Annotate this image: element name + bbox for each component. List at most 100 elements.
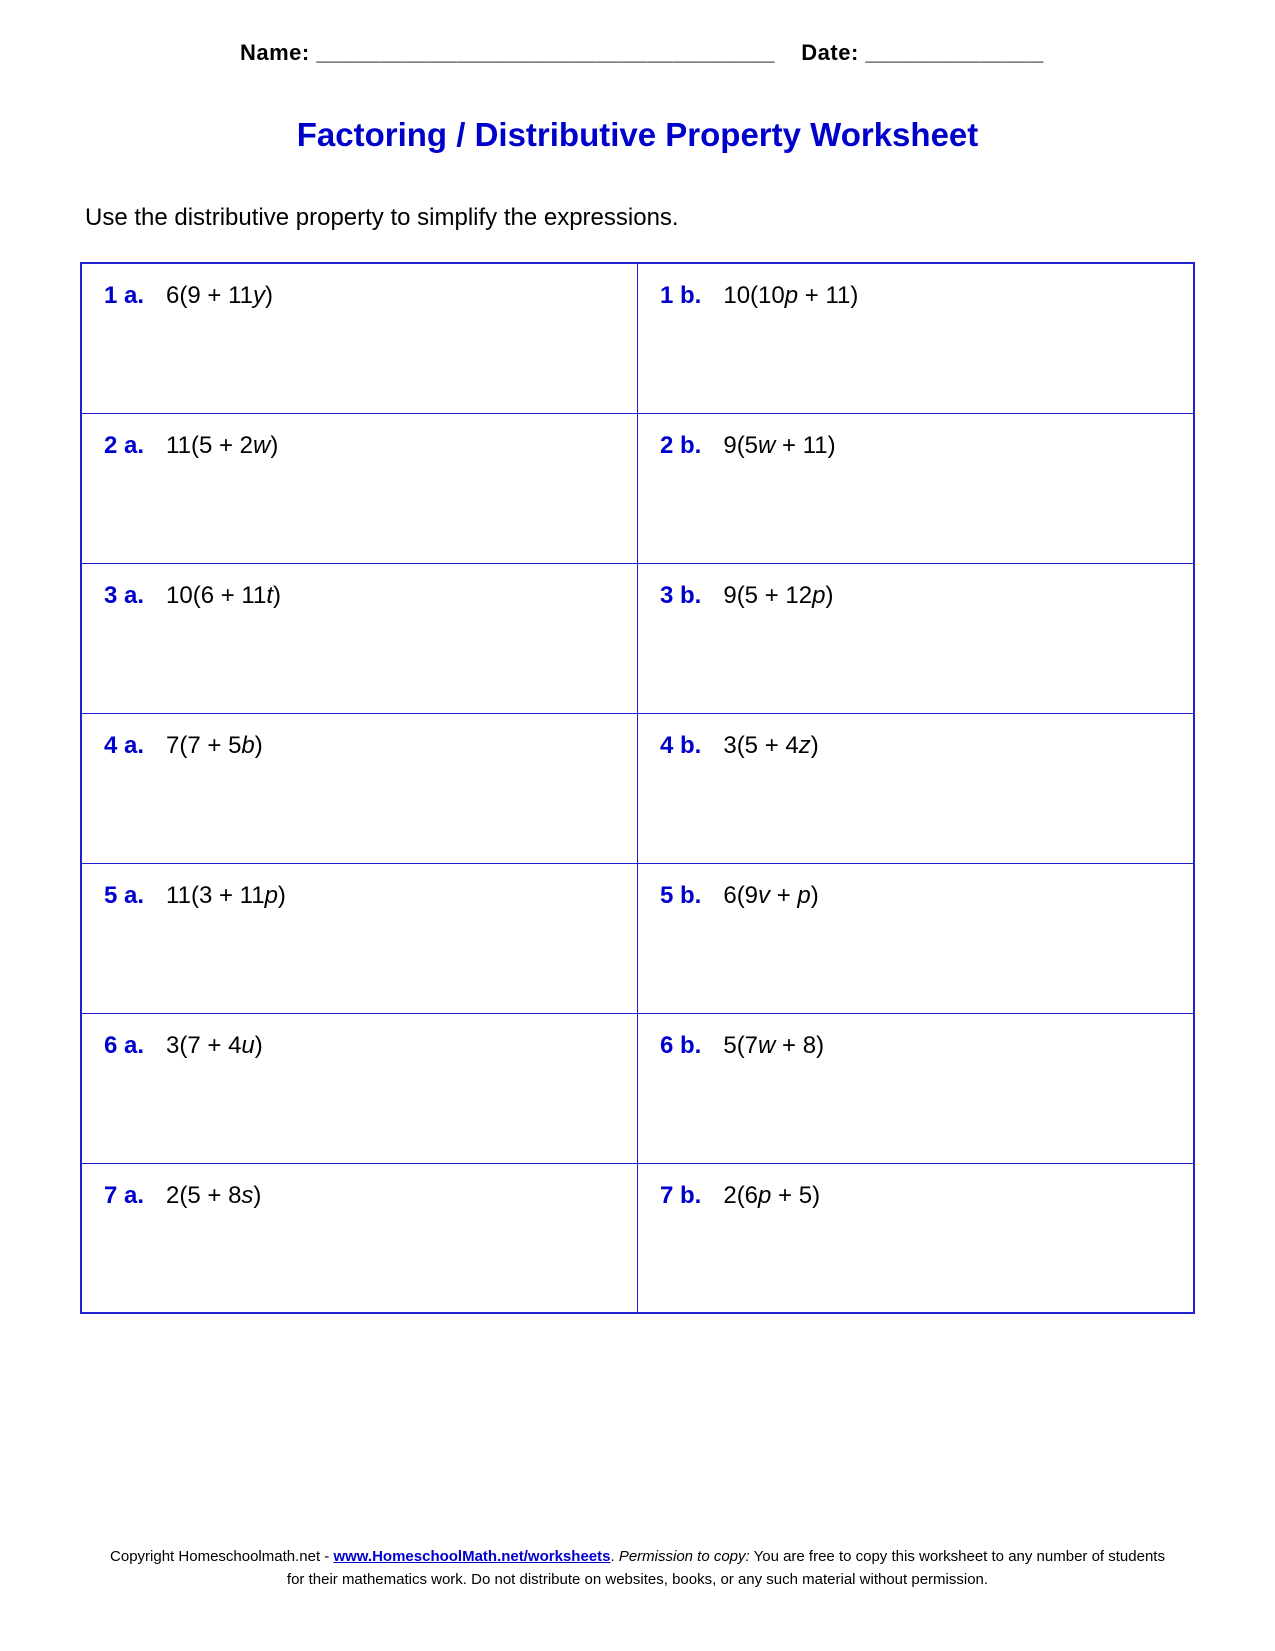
problem-cell: 2 a.11(5 + 2w) — [81, 413, 638, 563]
problem: 2 b. 9(5w + 11) — [660, 432, 1171, 460]
problem: 2 a.11(5 + 2w) — [104, 432, 615, 460]
problem-expression: 6(9 + 11y) — [166, 282, 273, 310]
problem-label: 7 b. — [660, 1182, 701, 1210]
footer: Copyright Homeschoolmath.net - www.Homes… — [0, 1546, 1275, 1591]
expr-suffix: ) — [811, 882, 819, 909]
expr-variable: u — [241, 1032, 254, 1059]
expr-variable: p — [785, 282, 798, 309]
table-row: 1 a. 6(9 + 11y) 1 b. 10(10p + 11) — [81, 263, 1194, 413]
problem-label: 4 b. — [660, 732, 701, 760]
problem: 7 a. 2(5 + 8s) — [104, 1182, 615, 1210]
permission-label: Permission to copy: — [619, 1548, 750, 1565]
expr-suffix: + — [770, 882, 797, 909]
expr-prefix: 2(5 + 8 — [166, 1182, 241, 1209]
problem-cell: 6 b. 5(7w + 8) — [638, 1013, 1195, 1163]
problem: 3 b. 9(5 + 12p) — [660, 582, 1171, 610]
problem-label: 1 b. — [660, 282, 701, 310]
footer-link[interactable]: www.HomeschoolMath.net/worksheets — [333, 1548, 610, 1565]
header-line: Name: __________________________________… — [240, 40, 1195, 66]
worksheet-title: Factoring / Distributive Property Worksh… — [80, 116, 1195, 154]
expr-variable: p — [812, 582, 825, 609]
expr-prefix: 10(6 + 11 — [166, 582, 266, 609]
problem: 1 a. 6(9 + 11y) — [104, 282, 615, 310]
expr-suffix: ) — [270, 432, 278, 459]
expr-variable: b — [241, 732, 254, 759]
problem-label: 2 b. — [660, 432, 701, 460]
problem-expression: 2(6p + 5) — [723, 1182, 820, 1210]
expr-prefix: 9(5 + 12 — [723, 582, 812, 609]
problem-expression: 11(3 + 11p) — [166, 882, 286, 910]
problem-cell: 1 b. 10(10p + 11) — [638, 263, 1195, 413]
problem: 3 a. 10(6 + 11t) — [104, 582, 615, 610]
problem-cell: 4 b. 3(5 + 4z) — [638, 713, 1195, 863]
problem-cell: 5 a. 11(3 + 11p) — [81, 863, 638, 1013]
expr-suffix: + 11) — [775, 432, 835, 459]
problem-expression: 3(5 + 4z) — [723, 732, 818, 760]
problem-label: 7 a. — [104, 1182, 144, 1210]
problem: 4 b. 3(5 + 4z) — [660, 732, 1171, 760]
problem-cell: 3 a. 10(6 + 11t) — [81, 563, 638, 713]
expr-prefix: 6(9 — [723, 882, 758, 909]
footer-separator: . — [610, 1548, 618, 1565]
problem-label: 1 a. — [104, 282, 144, 310]
expr-suffix: ) — [253, 1182, 261, 1209]
expr-prefix: 11(5 + 2 — [166, 432, 253, 459]
expr-variable: z — [799, 732, 811, 759]
expr-suffix: ) — [265, 282, 273, 309]
table-row: 2 a.11(5 + 2w)2 b.9(5w + 11) — [81, 413, 1194, 563]
problems-table: 1 a.6(9 + 11y)1 b.10(10p + 11)2 a.11(5 +… — [80, 262, 1195, 1314]
name-label: Name: __________________________________… — [240, 40, 775, 65]
table-row: 6 a. 3(7 + 4u) 6 b. 5(7w + 8) — [81, 1013, 1194, 1163]
table-row: 7 a. 2(5 + 8s) 7 b. 2(6p + 5) — [81, 1163, 1194, 1313]
problem-expression: 7(7 + 5b) — [166, 732, 263, 760]
expr-variable: w — [758, 432, 775, 459]
problem-expression: 6(9v + p) — [723, 882, 818, 910]
problem-label: 3 b. — [660, 582, 701, 610]
date-label: Date: ______________ — [801, 40, 1043, 65]
problem: 6 a. 3(7 + 4u) — [104, 1032, 615, 1060]
problem-expression: 2(5 + 8s) — [166, 1182, 261, 1210]
expr-variable: w — [758, 1032, 775, 1059]
problem-expression: 9(5 + 12p) — [723, 582, 833, 610]
problem-label: 5 a. — [104, 882, 144, 910]
expr-variable: y — [253, 282, 265, 309]
problem-expression: 10(10p + 11) — [723, 282, 858, 310]
problem-cell: 7 b. 2(6p + 5) — [638, 1163, 1195, 1313]
problem-expression: 10(6 + 11t) — [166, 582, 281, 610]
table-row: 3 a. 10(6 + 11t) 3 b. 9(5 + 12p) — [81, 563, 1194, 713]
expr-prefix: 7(7 + 5 — [166, 732, 241, 759]
expr-suffix: ) — [278, 882, 286, 909]
problem-cell: 2 b. 9(5w + 11) — [638, 413, 1195, 563]
expr-suffix: + 8) — [775, 1032, 824, 1059]
expr-variable: t — [266, 582, 273, 609]
problem-label: 6 a. — [104, 1032, 144, 1060]
expr-variable: w — [253, 432, 270, 459]
expr-suffix: + 11) — [798, 282, 858, 309]
problem: 1 b. 10(10p + 11) — [660, 282, 1171, 310]
problem-cell: 6 a. 3(7 + 4u) — [81, 1013, 638, 1163]
problem: 6 b. 5(7w + 8) — [660, 1032, 1171, 1060]
problem-label: 6 b. — [660, 1032, 701, 1060]
problem-label: 3 a. — [104, 582, 144, 610]
problem: 5 b.6(9v + p) — [660, 882, 1171, 910]
expr-suffix: ) — [273, 582, 281, 609]
expr-prefix: 9(5 — [723, 432, 758, 459]
expr-suffix: ) — [255, 1032, 263, 1059]
problem: 5 a. 11(3 + 11p) — [104, 882, 615, 910]
table-row: 4 a.7(7 + 5b) 4 b. 3(5 + 4z) — [81, 713, 1194, 863]
expr-prefix: 3(5 + 4 — [723, 732, 798, 759]
problem-expression: 11(5 + 2w) — [166, 432, 278, 460]
expr-suffix: + 5) — [771, 1182, 820, 1209]
expr-prefix: 11(3 + 11 — [166, 882, 265, 909]
copyright-prefix: Copyright Homeschoolmath.net - — [110, 1548, 333, 1565]
problem-cell: 1 a. 6(9 + 11y) — [81, 263, 638, 413]
expr-prefix: 5(7 — [723, 1032, 758, 1059]
problem-cell: 4 a.7(7 + 5b) — [81, 713, 638, 863]
expr-suffix: ) — [255, 732, 263, 759]
expr-prefix: 10(10 — [723, 282, 784, 309]
expr-prefix: 2(6 — [723, 1182, 758, 1209]
problem: 4 a.7(7 + 5b) — [104, 732, 615, 760]
expr-variable: s — [241, 1182, 253, 1209]
expr-prefix: 3(7 + 4 — [166, 1032, 241, 1059]
problem: 7 b. 2(6p + 5) — [660, 1182, 1171, 1210]
